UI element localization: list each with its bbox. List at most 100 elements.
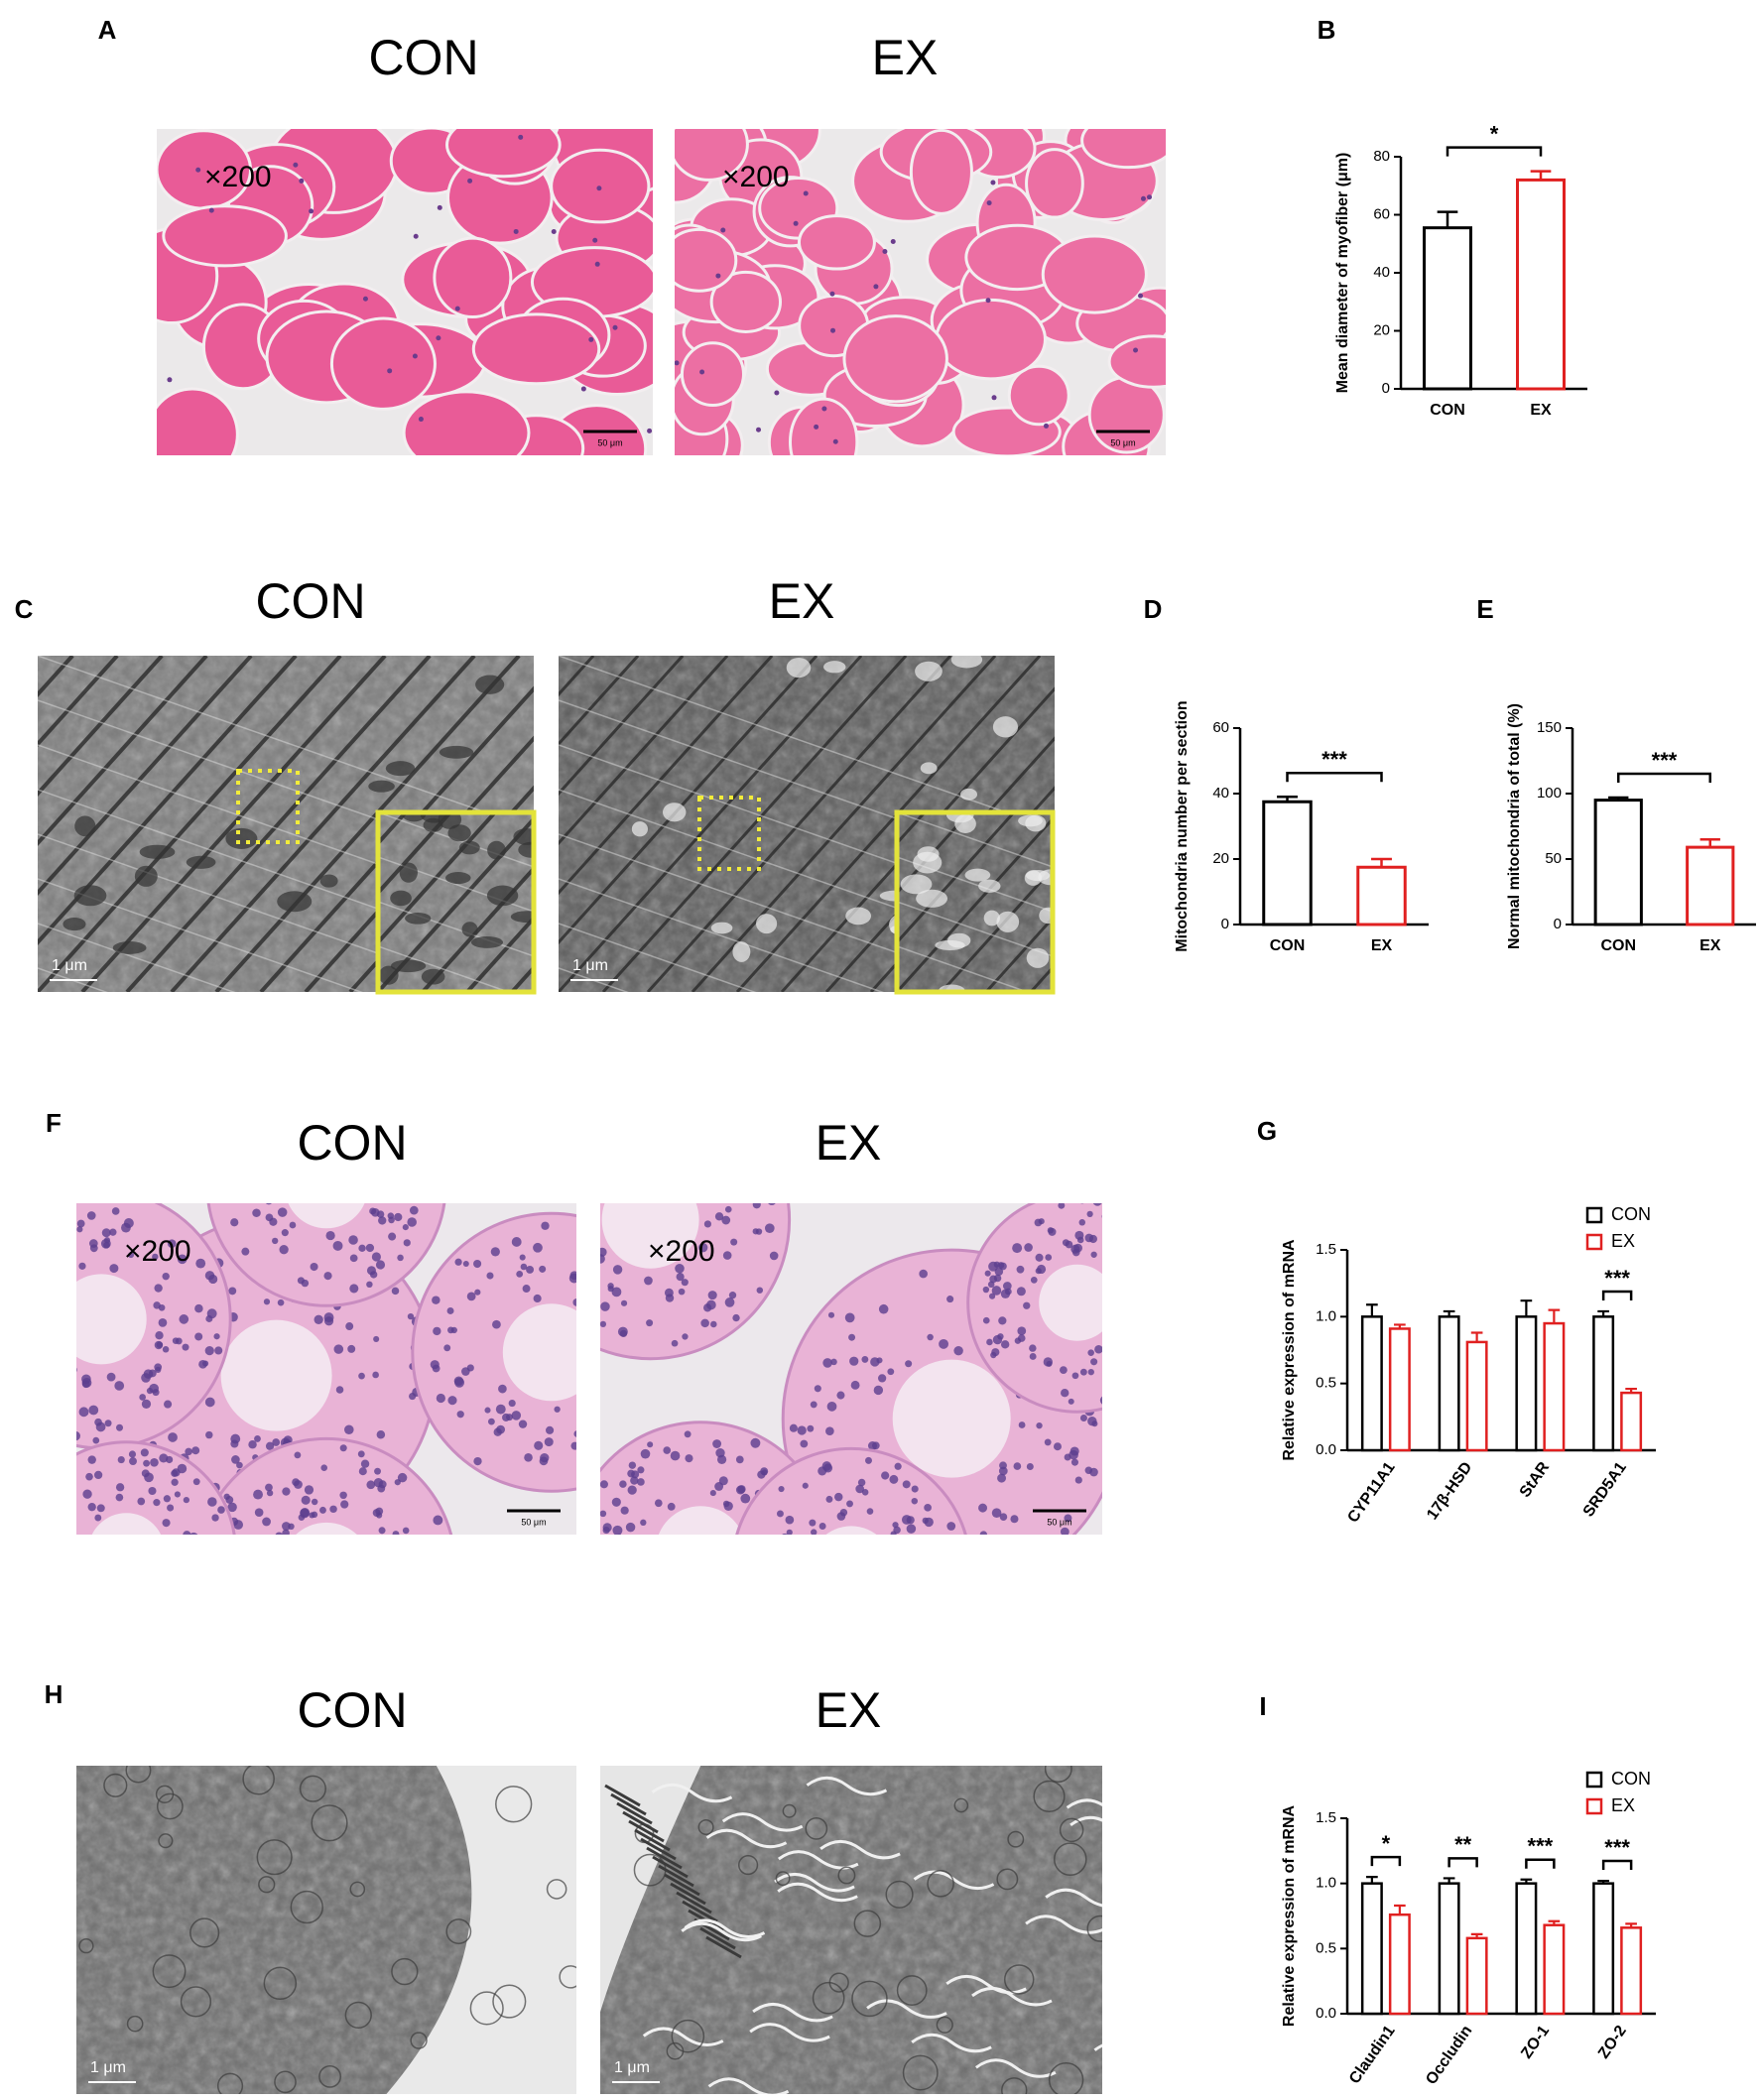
cell-nucleus	[32, 1392, 38, 1398]
cell-nucleus	[1153, 1333, 1163, 1343]
cell-nucleus	[659, 1097, 667, 1105]
cell-nucleus	[592, 1541, 601, 1549]
cell-nucleus	[1070, 1244, 1080, 1254]
cleft	[721, 1812, 804, 1832]
cell-nucleus	[209, 1540, 215, 1545]
cell-nucleus	[863, 1659, 873, 1668]
cell-nucleus	[415, 1553, 425, 1563]
cell-nucleus	[988, 1293, 996, 1299]
cell-nucleus	[666, 1642, 672, 1648]
x-tick-label: Claudin1	[1346, 2023, 1399, 2087]
cell-nucleus	[873, 1385, 884, 1396]
mitochondrion	[475, 675, 505, 694]
cell-nucleus	[172, 1337, 180, 1344]
organelle	[671, 2019, 705, 2053]
cell-nucleus	[466, 1292, 476, 1301]
cell-nucleus	[262, 1625, 270, 1633]
cell-nucleus	[774, 1562, 783, 1571]
cell-nucleus	[282, 1487, 291, 1496]
cell-nucleus	[265, 1203, 273, 1205]
cell-nucleus	[235, 1140, 243, 1148]
cell-nucleus	[116, 1423, 124, 1431]
mitochondrion	[946, 932, 971, 948]
organelle	[216, 2072, 244, 2094]
z-line	[559, 878, 884, 992]
cell-nucleus	[782, 1540, 791, 1548]
cell-nucleus	[648, 1599, 655, 1606]
cell-nucleus	[150, 1457, 159, 1467]
microvillus	[699, 1926, 736, 1950]
organelle	[1033, 1780, 1066, 1812]
cell-nucleus	[235, 1582, 244, 1591]
cell-nucleus	[609, 1135, 616, 1142]
myofiber	[789, 397, 859, 455]
cell-nucleus	[978, 1503, 988, 1513]
cell-nucleus	[775, 1536, 782, 1543]
cell-nucleus	[371, 1186, 380, 1195]
myofiber	[935, 298, 1047, 381]
cell-nucleus	[409, 1182, 416, 1189]
cell-nucleus	[901, 1515, 912, 1525]
cell-nucleus	[797, 1534, 798, 1535]
cell-nucleus	[58, 1594, 66, 1603]
cell-nucleus	[718, 1476, 728, 1486]
cell-nucleus	[53, 1573, 60, 1580]
cell-nucleus	[1074, 1476, 1082, 1484]
nucleus	[387, 368, 393, 374]
cell-nucleus	[640, 1634, 649, 1643]
cell-nucleus	[159, 1453, 169, 1463]
cell-nucleus	[53, 1348, 59, 1354]
cell-nucleus	[204, 1397, 215, 1408]
y-tick-label: 0.5	[1316, 1939, 1336, 1956]
x-tick-label: Occludin	[1423, 2023, 1475, 2088]
cell-nucleus	[614, 1540, 624, 1549]
mitochondrion	[390, 959, 427, 973]
cell-nucleus	[1023, 1301, 1031, 1309]
cell-nucleus	[389, 1568, 398, 1577]
cell-nucleus	[600, 1301, 610, 1311]
organelle	[634, 1823, 655, 1844]
cell-nucleus	[400, 1105, 408, 1113]
nucleus	[1138, 293, 1144, 299]
cell-nucleus	[855, 1484, 864, 1494]
cell-nucleus	[1079, 1415, 1087, 1422]
nucleus	[513, 228, 519, 234]
cell-nucleus	[257, 1629, 264, 1636]
mitochondrion	[920, 762, 938, 775]
tubule	[600, 1421, 830, 1535]
cell-nucleus	[86, 1612, 94, 1620]
nucleus	[985, 298, 991, 304]
cell-nucleus	[1036, 1421, 1043, 1429]
organelle	[410, 2032, 428, 2049]
cell-nucleus	[1129, 1318, 1138, 1327]
cell-nucleus	[433, 1326, 441, 1336]
cell-nucleus	[373, 1335, 380, 1342]
microvillus	[670, 1882, 706, 1906]
cell-nucleus	[881, 1471, 890, 1480]
cell-nucleus	[946, 1522, 956, 1531]
cell-nucleus	[836, 1611, 843, 1618]
cell-nucleus	[997, 1473, 1007, 1483]
cell-nucleus	[685, 1454, 693, 1463]
z-line	[940, 866, 1053, 992]
cell-nucleus	[386, 1580, 393, 1587]
cell-nucleus	[447, 1396, 457, 1406]
y-tick-label: 0	[1554, 916, 1562, 932]
cell-nucleus	[584, 1424, 592, 1432]
error-bar	[1443, 1877, 1455, 1884]
myofiber	[680, 341, 745, 408]
cell-nucleus	[865, 1456, 872, 1464]
cell-nucleus	[722, 1653, 731, 1662]
panel-label: G	[1257, 1116, 1277, 1146]
cell-nucleus	[651, 1605, 659, 1613]
cell-nucleus	[581, 1200, 591, 1210]
cell-nucleus	[266, 1090, 275, 1099]
cell-nucleus	[661, 1104, 668, 1111]
mitochondrion	[399, 862, 419, 883]
z-line	[897, 1125, 1053, 1179]
mitochondrion	[486, 885, 519, 907]
cell-nucleus	[1053, 1442, 1062, 1451]
cell-nucleus	[568, 1273, 576, 1284]
cell-nucleus	[179, 1314, 189, 1324]
cell-nucleus	[744, 1554, 752, 1562]
